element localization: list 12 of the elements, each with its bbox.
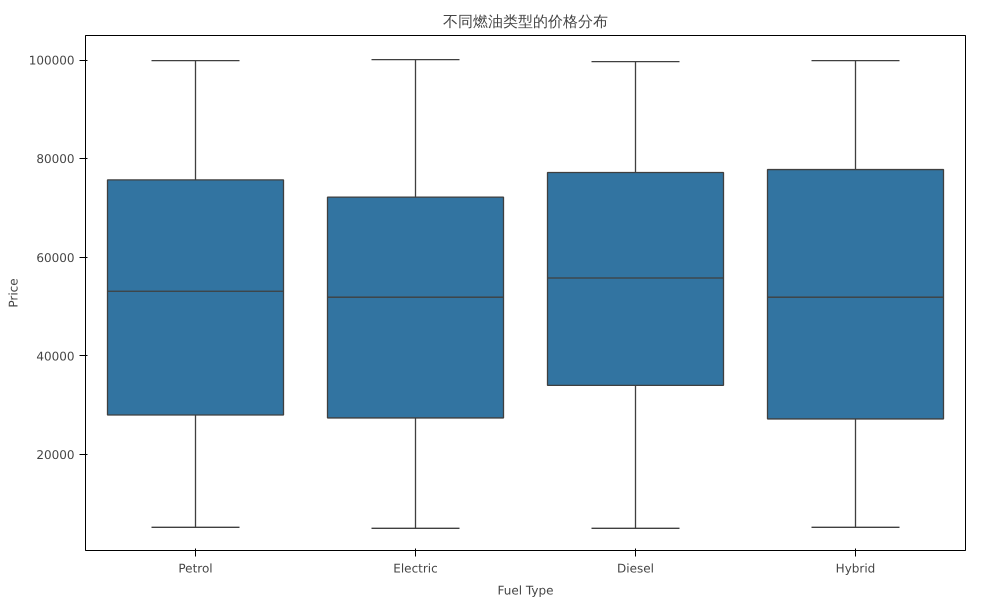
x-axis-title: Fuel Type <box>498 584 554 598</box>
x-tick-label: Petrol <box>178 562 213 576</box>
y-tick-label: 80000 <box>36 152 75 166</box>
y-tick-label: 60000 <box>36 250 75 265</box>
x-tick-label: Electric <box>393 562 438 576</box>
chart-title: 不同燃油类型的价格分布 <box>443 12 608 30</box>
y-tick-label: 40000 <box>36 349 75 364</box>
y-axis-title: Price <box>6 278 21 308</box>
y-tick-label: 100000 <box>28 54 75 68</box>
x-tick-label: Hybrid <box>836 562 876 576</box>
y-tick-label: 20000 <box>36 448 75 462</box>
x-tick-label: Diesel <box>617 562 654 576</box>
